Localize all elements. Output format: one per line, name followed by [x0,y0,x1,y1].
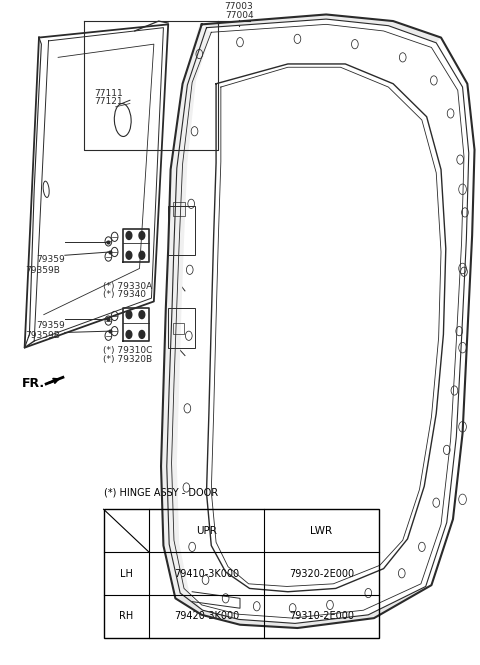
Text: 77003: 77003 [225,2,253,11]
Text: (*) 79330A: (*) 79330A [103,282,152,291]
Polygon shape [161,25,211,598]
Circle shape [139,331,145,338]
Bar [168,205,194,255]
Circle shape [139,231,145,239]
Text: UPR: UPR [196,526,217,536]
Text: 79359: 79359 [36,255,65,264]
Circle shape [126,231,132,239]
Text: (*) 79340: (*) 79340 [103,291,145,299]
Polygon shape [175,585,432,628]
Text: LWR: LWR [310,526,333,536]
Text: 79420-3K000: 79420-3K000 [174,612,239,622]
Bar [168,308,194,348]
Circle shape [126,331,132,338]
Bar [173,323,183,334]
Text: FR.: FR. [22,378,45,390]
Text: (*) 79320B: (*) 79320B [103,355,152,364]
Text: 79320-2E000: 79320-2E000 [289,569,354,579]
Bar [104,509,379,638]
Text: 79359B: 79359B [25,331,60,340]
Text: (*) HINGE ASSY - DOOR: (*) HINGE ASSY - DOOR [104,487,218,497]
Text: 79359B: 79359B [25,266,60,275]
Bar [173,203,185,215]
Text: (*) 79310C: (*) 79310C [103,346,152,355]
Circle shape [126,251,132,259]
Text: 79410-3K000: 79410-3K000 [174,569,239,579]
Text: RH: RH [119,612,133,622]
Text: LH: LH [120,569,133,579]
Text: 77111: 77111 [94,89,123,98]
Circle shape [139,251,145,259]
Circle shape [126,311,132,319]
Circle shape [139,311,145,319]
Text: 77121: 77121 [94,97,123,106]
Text: 77004: 77004 [225,11,253,20]
Text: 79310-2E000: 79310-2E000 [289,612,354,622]
Polygon shape [202,15,441,43]
Text: 79359: 79359 [36,321,65,330]
